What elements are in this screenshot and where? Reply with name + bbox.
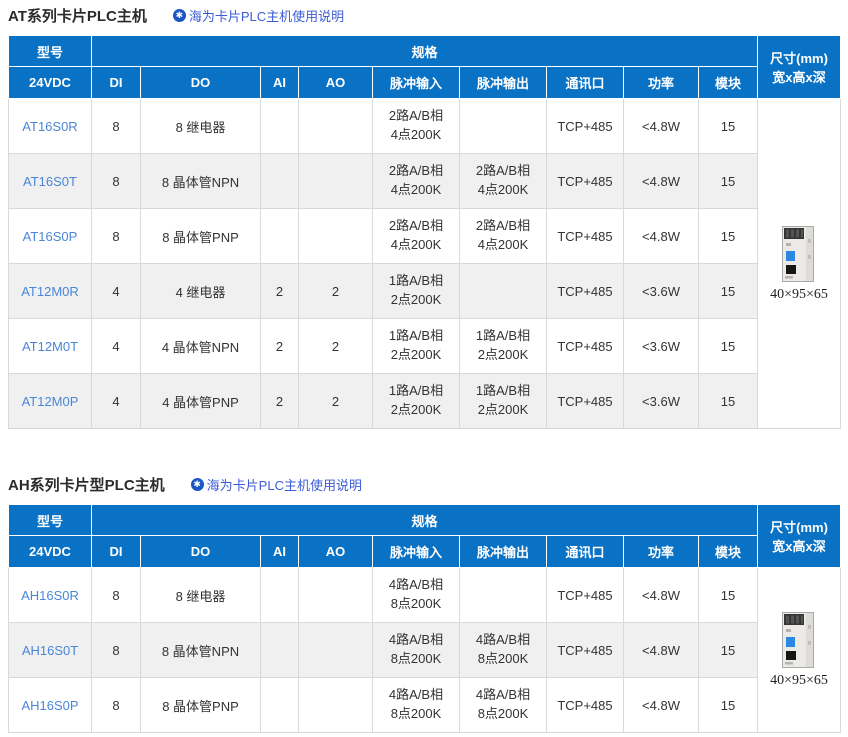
dimension-value: 40×95×65	[770, 673, 828, 688]
ao-cell	[298, 98, 373, 154]
model-cell: AT12M0R	[8, 263, 92, 319]
section-head: AT系列卡片PLC主机 ✱ 海为卡片PLC主机使用说明	[8, 5, 840, 26]
col-header-ai: AI	[260, 535, 299, 568]
section-head: AH系列卡片型PLC主机 ✱ 海为卡片PLC主机使用说明	[8, 474, 840, 495]
section-ah-series: AH系列卡片型PLC主机 ✱ 海为卡片PLC主机使用说明 型号 规格 尺寸(mm…	[8, 474, 842, 733]
table-row: AT16S0P 8 8 晶体管PNP 2路A/B相 4点200K 2路A/B相 …	[8, 208, 841, 264]
table-row: AT12M0R 4 4 继电器 2 2 1路A/B相 2点200K TCP+48…	[8, 263, 841, 319]
dimension-cell: 40×95×65	[757, 98, 842, 429]
usage-doc-link-label: 海为卡片PLC主机使用说明	[188, 9, 345, 24]
do-cell: 8 继电器	[140, 98, 261, 154]
dimension-cell: 40×95×65	[757, 567, 842, 733]
model-cell: AT16S0R	[8, 98, 92, 154]
col-header-pulse-in: 脉冲输入	[372, 535, 460, 568]
col-header-power: 功率	[623, 66, 699, 99]
comm-cell: TCP+485	[546, 98, 624, 154]
model-cell: AH16S0T	[8, 622, 92, 678]
col-header-di: DI	[91, 535, 141, 568]
model-link[interactable]: AT16S0T	[23, 173, 77, 189]
module-cell: 15	[697, 98, 759, 154]
col-header-model-group: 型号	[8, 35, 92, 67]
col-header-pulse-out: 脉冲输出	[459, 66, 547, 99]
model-link[interactable]: AT16S0R	[22, 118, 78, 134]
table-row: AH16S0T 8 8 晶体管NPN 4路A/B相 8点200K 4路A/B相 …	[8, 622, 841, 678]
model-link[interactable]: AT12M0R	[21, 283, 79, 299]
model-cell: AH16S0R	[8, 567, 92, 623]
col-header-module: 模块	[697, 535, 759, 568]
power-cell: <4.8W	[623, 98, 699, 154]
col-header-spec-group: 规格	[90, 35, 759, 67]
section-at-series: AT系列卡片PLC主机 ✱ 海为卡片PLC主机使用说明 型号 规格 尺寸(mm)	[8, 5, 842, 429]
di-cell: 8	[91, 98, 141, 154]
col-header-do: DO	[140, 66, 261, 99]
col-header-ao: AO	[298, 535, 373, 568]
col-header-pulse-in: 脉冲输入	[372, 66, 460, 99]
col-header-do: DO	[140, 535, 261, 568]
col-header-pulse-out: 脉冲输出	[459, 535, 547, 568]
model-cell: AH16S0P	[8, 677, 92, 733]
model-link[interactable]: AT12M0T	[21, 338, 79, 354]
model-cell: AT12M0T	[8, 318, 92, 374]
model-cell: AT16S0T	[8, 153, 92, 209]
spec-table-ah: 型号 规格 尺寸(mm) 宽x高x深 24VDC DI DO AI AO 脉冲输…	[8, 504, 842, 733]
model-link[interactable]: AT12M0P	[21, 393, 79, 409]
col-header-module: 模块	[697, 66, 759, 99]
model-cell: AT12M0P	[8, 373, 92, 429]
table-row: AT12M0T 4 4 晶体管NPN 2 2 1路A/B相 2点200K 1路A…	[8, 318, 841, 374]
usage-doc-link[interactable]: ✱ 海为卡片PLC主机使用说明	[172, 6, 345, 25]
col-header-spec-group: 规格	[90, 504, 759, 536]
table-row: AH16S0R 8 8 继电器 4路A/B相 8点200K TCP+485 <4…	[8, 567, 842, 733]
col-header-ao: AO	[298, 66, 373, 99]
table-row: AT12M0P 4 4 晶体管PNP 2 2 1路A/B相 2点200K 1路A…	[8, 373, 841, 429]
col-header-model-group: 型号	[8, 504, 92, 536]
col-header-dimension: 尺寸(mm) 宽x高x深	[757, 504, 842, 568]
spec-table-at: 型号 规格 尺寸(mm) 宽x高x深 24VDC DI DO AI AO 脉冲输…	[8, 35, 842, 429]
page-title: AT系列卡片PLC主机	[8, 8, 147, 25]
gear-icon: ✱	[172, 9, 186, 22]
pulse-out-cell	[459, 98, 547, 154]
table-row: AT16S0T 8 8 晶体管NPN 2路A/B相 4点200K 2路A/B相 …	[8, 153, 841, 209]
table-row: AT16S0R 8 8 继电器 2路A/B相 4点200K TCP+485 <4…	[8, 98, 842, 429]
col-header-24vdc: 24VDC	[8, 535, 92, 568]
col-header-comm: 通讯口	[546, 535, 624, 568]
usage-doc-link-label: 海为卡片PLC主机使用说明	[206, 478, 362, 493]
model-link[interactable]: AH16S0T	[21, 642, 79, 658]
dimension-value: 40×95×65	[770, 286, 828, 302]
pulse-in-cell: 2路A/B相 4点200K	[372, 98, 460, 154]
col-header-24vdc: 24VDC	[8, 66, 92, 99]
plc-product-image	[782, 612, 815, 668]
col-header-dimension: 尺寸(mm) 宽x高x深	[757, 35, 842, 99]
ai-cell	[260, 98, 299, 154]
plc-product-image	[782, 225, 815, 282]
table-row: AH16S0P 8 8 晶体管PNP 4路A/B相 8点200K 4路A/B相 …	[8, 677, 841, 733]
model-cell: AT16S0P	[8, 208, 92, 264]
page-title: AH系列卡片型PLC主机	[8, 477, 165, 494]
model-link[interactable]: AH16S0R	[21, 587, 79, 603]
col-header-power: 功率	[623, 535, 699, 568]
col-header-di: DI	[91, 66, 141, 99]
col-header-comm: 通讯口	[546, 66, 624, 99]
col-header-ai: AI	[260, 66, 299, 99]
gear-icon: ✱	[190, 478, 204, 491]
usage-doc-link[interactable]: ✱ 海为卡片PLC主机使用说明	[190, 475, 362, 494]
model-link[interactable]: AT16S0P	[22, 228, 78, 244]
